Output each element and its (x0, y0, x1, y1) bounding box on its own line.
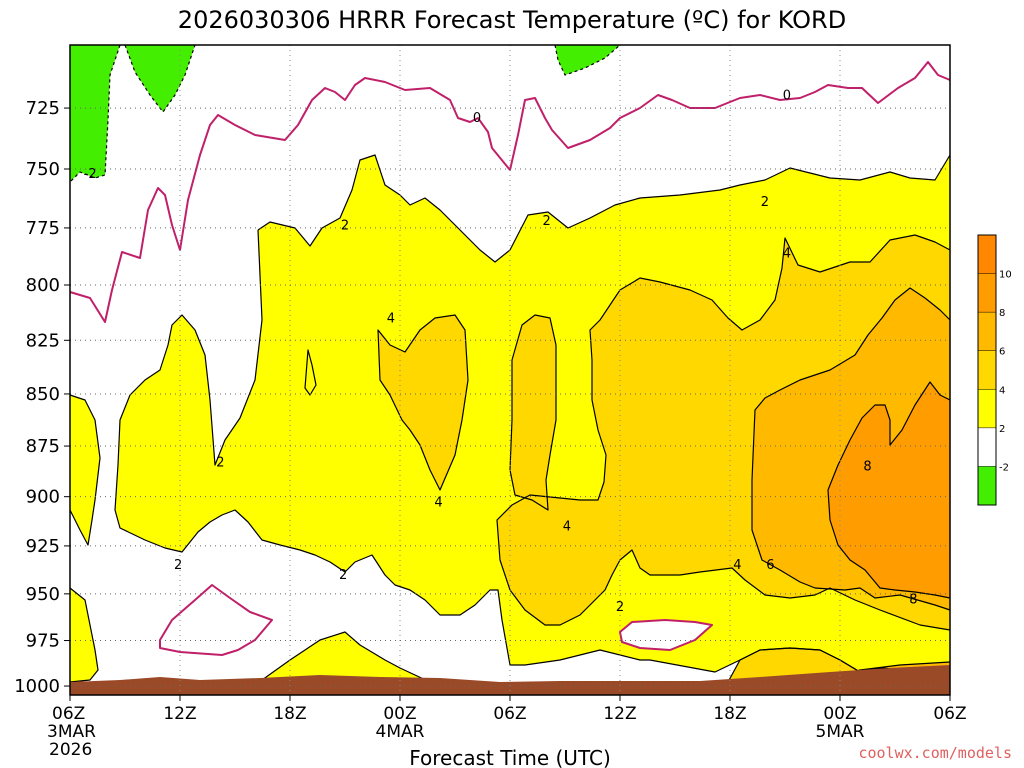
y-tick-label: 725 (26, 98, 60, 119)
fill-2-to-4-small (305, 350, 316, 395)
temperature-fill-layer (70, 45, 950, 682)
colorbar-swatch (978, 427, 996, 467)
contour-2c-lower (114, 229, 951, 681)
contour-label: 8 (863, 459, 871, 474)
contour-label: 6 (766, 558, 774, 573)
contour-4c-col (509, 314, 557, 511)
colorbar-legend: -2 2 4 6 8 10 (977, 234, 1012, 506)
contour-0c-pocket-right (619, 619, 713, 651)
fill-below-minus2-top-mid (555, 45, 620, 75)
colorbar-border (977, 234, 997, 506)
x-tick-label: 00Z (823, 704, 856, 724)
y-tick-label: 825 (26, 330, 60, 351)
contour-label: 0 (783, 89, 791, 104)
contour-minus2-b (124, 44, 196, 113)
fill-white-pocket-right (620, 620, 712, 650)
x-tick-label: 12Z (603, 704, 636, 724)
y-tick-label: 850 (26, 384, 60, 405)
fill-white-pocket-left (160, 585, 272, 655)
y-tick-label: 775 (26, 218, 60, 239)
x-tick-label: 06Z (933, 704, 966, 724)
y-tick-label: 975 (26, 631, 60, 652)
contour-label: 2 (174, 558, 182, 573)
colorbar-level-label: -2 (999, 462, 1009, 473)
contour-2c-lowleft (69, 587, 99, 683)
x-tick-label: 12Z (163, 704, 196, 724)
y-tick-label: 800 (26, 275, 60, 296)
contour-4c-right (496, 234, 951, 631)
y-tick-label: 875 (26, 436, 60, 457)
contour-2c-bottom (261, 631, 431, 683)
contour-label: 2 (616, 600, 624, 615)
x-tick-date-label: 5MAR (816, 722, 865, 742)
colorbar-swatch (978, 350, 996, 390)
fill-below-minus2-top (125, 45, 195, 112)
x-tick-year-label: 2026 (49, 740, 92, 760)
chart-title: 2026030306 HRRR Forecast Temperature (ºC… (178, 6, 846, 34)
y-tick-label: 1000 (14, 676, 60, 697)
fill-2-to-4-bottom (262, 632, 430, 682)
contour-label: 8 (909, 593, 917, 608)
colorbar-level-label: 10 (999, 270, 1012, 281)
contour-label: 2 (341, 219, 349, 234)
contour-6c (751, 287, 951, 611)
grid-vertical-lines (179, 45, 841, 695)
contour-0c (69, 61, 951, 323)
fill-2-to-4-left (70, 395, 100, 545)
credit-text: coolwx.com/models (858, 744, 1012, 762)
contour-label-layer: 0 0 -2 2 2 2 4 4 2 4 4 2 2 2 4 6 8 8 (84, 89, 918, 615)
y-tick-label: 950 (26, 584, 60, 605)
ground-terrain (70, 665, 950, 695)
x-tick-label: 18Z (273, 704, 306, 724)
x-tick-label: 00Z (383, 704, 416, 724)
x-tick-date-label: 3MAR (47, 722, 96, 742)
contour-label: 2 (216, 455, 224, 470)
y-tick-label: 900 (26, 487, 60, 508)
colorbar-swatch (978, 389, 996, 428)
contour-label: 4 (434, 496, 442, 511)
contour-label: 4 (387, 311, 395, 326)
x-tick-label: 18Z (713, 704, 746, 724)
x-tick-label: 06Z (493, 704, 526, 724)
fill-4-to-6-col (510, 315, 556, 510)
x-tick-label: 06Z (52, 704, 85, 724)
colorbar-level-label: 4 (999, 385, 1005, 396)
contour-label: 4 (733, 558, 741, 573)
colorbar-level-label: 2 (999, 424, 1005, 435)
y-tick-label: 925 (26, 536, 60, 557)
colorbar-swatch (978, 273, 996, 313)
contour-minus2-c (554, 44, 621, 76)
grid-horizontal-lines (70, 107, 950, 687)
x-tick-date-label: 4MAR (376, 722, 425, 742)
colorbar-level-label: 6 (999, 347, 1005, 358)
contour-0c-pocket-left (159, 584, 273, 656)
x-axis-label: Forecast Time (UTC) (409, 746, 611, 768)
fill-below-minus2-topleft (70, 45, 120, 182)
contour-label: 4 (783, 246, 791, 261)
contour-lines (69, 44, 951, 683)
contour-label: 2 (339, 568, 347, 583)
fill-2-to-4-lower-left (70, 588, 98, 682)
fill-8-to-10 (828, 382, 950, 598)
colorbar-swatch (978, 312, 996, 351)
contour-label: 4 (563, 519, 571, 534)
colorbar-swatch (978, 466, 996, 505)
contour-8c (827, 381, 951, 599)
contour-minus2-a (69, 44, 121, 183)
y-axis: 725 750 775 800 825 850 875 900 925 950 975 1000 (14, 98, 70, 697)
contour-label: 2 (543, 214, 551, 229)
y-tick-label: 750 (26, 159, 60, 180)
contour-2c-left (69, 394, 101, 546)
contour-label: 2 (761, 195, 769, 210)
contour-label: 0 (473, 111, 481, 126)
contour-2c-small (304, 349, 317, 396)
colorbar-swatch (978, 235, 996, 274)
contour-label: -2 (84, 167, 97, 182)
colorbar-level-label: 8 (999, 308, 1005, 319)
